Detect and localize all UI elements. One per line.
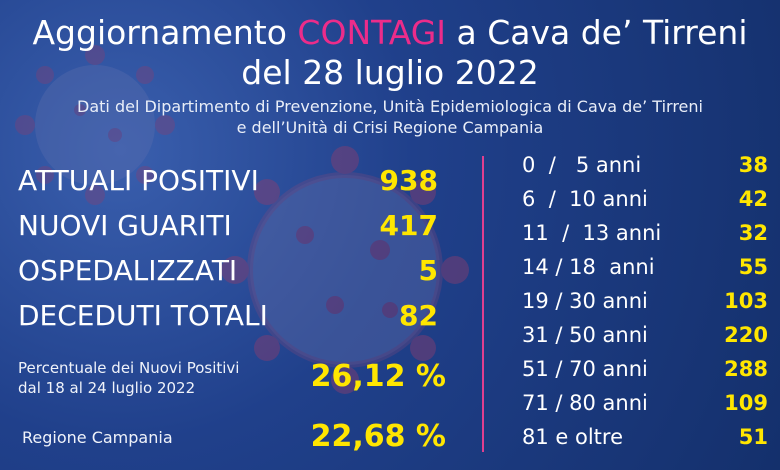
age-label: 81 e oltre — [522, 425, 624, 449]
age-label: 14 / 18 anni — [522, 255, 655, 279]
age-label: 51 / 70 anni — [522, 357, 648, 381]
age-label: 71 / 80 anni — [522, 391, 648, 415]
age-value: 51 — [738, 425, 768, 449]
age-value: 109 — [724, 391, 768, 415]
age-label: 6 / 10 anni — [522, 187, 648, 211]
age-label: 0 / 5 anni — [522, 153, 642, 177]
age-value: 38 — [738, 153, 768, 177]
new-positives-percentage: 26,12 % — [310, 359, 446, 394]
stat-label-nuovi-guariti: NUOVI GUARITI — [18, 209, 232, 242]
age-label: 11 / 13 anni — [522, 221, 662, 245]
stat-value-nuovi-guariti: 417 — [379, 209, 438, 242]
age-label: 31 / 50 anni — [522, 323, 648, 347]
stat-value-deceduti-totali: 82 — [399, 299, 438, 332]
source-line-2: e dell’Unità di Crisi Regione Campania — [236, 118, 544, 137]
stat-value-attuali-positivi: 938 — [379, 164, 438, 197]
stat-label-attuali-positivi: ATTUALI POSITIVI — [18, 164, 259, 197]
age-value: 220 — [724, 323, 768, 347]
age-value: 42 — [738, 187, 768, 211]
region-percentage: 22,68 % — [310, 419, 446, 454]
age-value: 103 — [724, 289, 768, 313]
column-divider — [482, 156, 484, 452]
main-title: Aggiornamento CONTAGI a Cava de’ Tirreni — [32, 13, 748, 52]
age-value: 32 — [738, 221, 768, 245]
source-line-1: Dati del Dipartimento di Prevenzione, Un… — [77, 97, 703, 116]
stat-label-ospedalizzati: OSPEDALIZZATI — [18, 254, 238, 287]
age-label: 19 / 30 anni — [522, 289, 648, 313]
stat-label-deceduti-totali: DECEDUTI TOTALI — [18, 299, 268, 332]
region-label: Regione Campania — [22, 428, 173, 447]
age-value: 55 — [738, 255, 768, 279]
date-title: del 28 luglio 2022 — [241, 53, 539, 92]
stat-value-ospedalizzati: 5 — [418, 254, 438, 287]
title-highlight: CONTAGI — [297, 13, 447, 52]
age-value: 288 — [724, 357, 768, 381]
new-positives-label-line1: Percentuale dei Nuovi Positivi — [18, 359, 240, 377]
new-positives-label-line2: dal 18 al 24 luglio 2022 — [18, 379, 196, 397]
